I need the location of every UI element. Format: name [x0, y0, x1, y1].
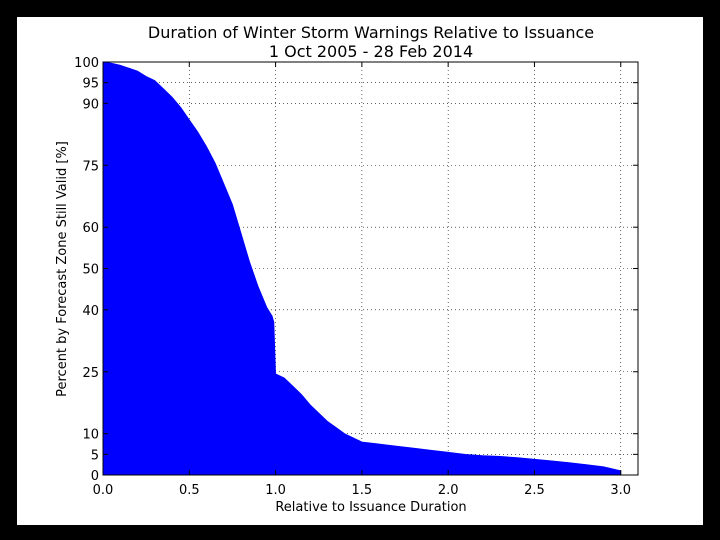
- chart-title: Duration of Winter Storm Warnings Relati…: [148, 23, 594, 42]
- y-tick-label-2: 10: [82, 428, 99, 443]
- y-tick-label-9: 95: [82, 77, 99, 92]
- y-tick-label-10: 100: [74, 56, 99, 71]
- y-tick-label-5: 50: [82, 263, 99, 278]
- chart-subtitle: 1 Oct 2005 - 28 Feb 2014: [269, 42, 473, 61]
- data-area: [102, 61, 622, 476]
- x-tick-label-5: 2.5: [524, 483, 545, 498]
- y-tick-label-1: 5: [91, 448, 99, 463]
- x-tick-label-1: 0.5: [179, 483, 200, 498]
- y-axis-label: Percent by Forecast Zone Still Valid [%]: [55, 141, 70, 397]
- y-tick-label-4: 40: [82, 304, 99, 319]
- y-tick-label-8: 90: [82, 97, 99, 112]
- x-tick-label-6: 3.0: [610, 483, 631, 498]
- x-axis-label: Relative to Issuance Duration: [275, 500, 466, 515]
- plot-area: [102, 61, 622, 476]
- x-tick-label-2: 1.0: [265, 483, 286, 498]
- y-tick-label-0: 0: [91, 469, 99, 484]
- y-tick-label-7: 75: [82, 159, 99, 174]
- x-tick-label-0: 0.0: [93, 483, 114, 498]
- x-tick-label-3: 1.5: [352, 483, 373, 498]
- x-tick-label-4: 2.0: [438, 483, 459, 498]
- y-tick-label-3: 25: [82, 366, 99, 381]
- axis-ticks: 0.0 0.5 1.0 1.5 2.0 2.5 3.0 0 5 10 25 40 50 60 75 90 95 1…: [74, 56, 638, 498]
- y-tick-label-6: 60: [82, 221, 99, 236]
